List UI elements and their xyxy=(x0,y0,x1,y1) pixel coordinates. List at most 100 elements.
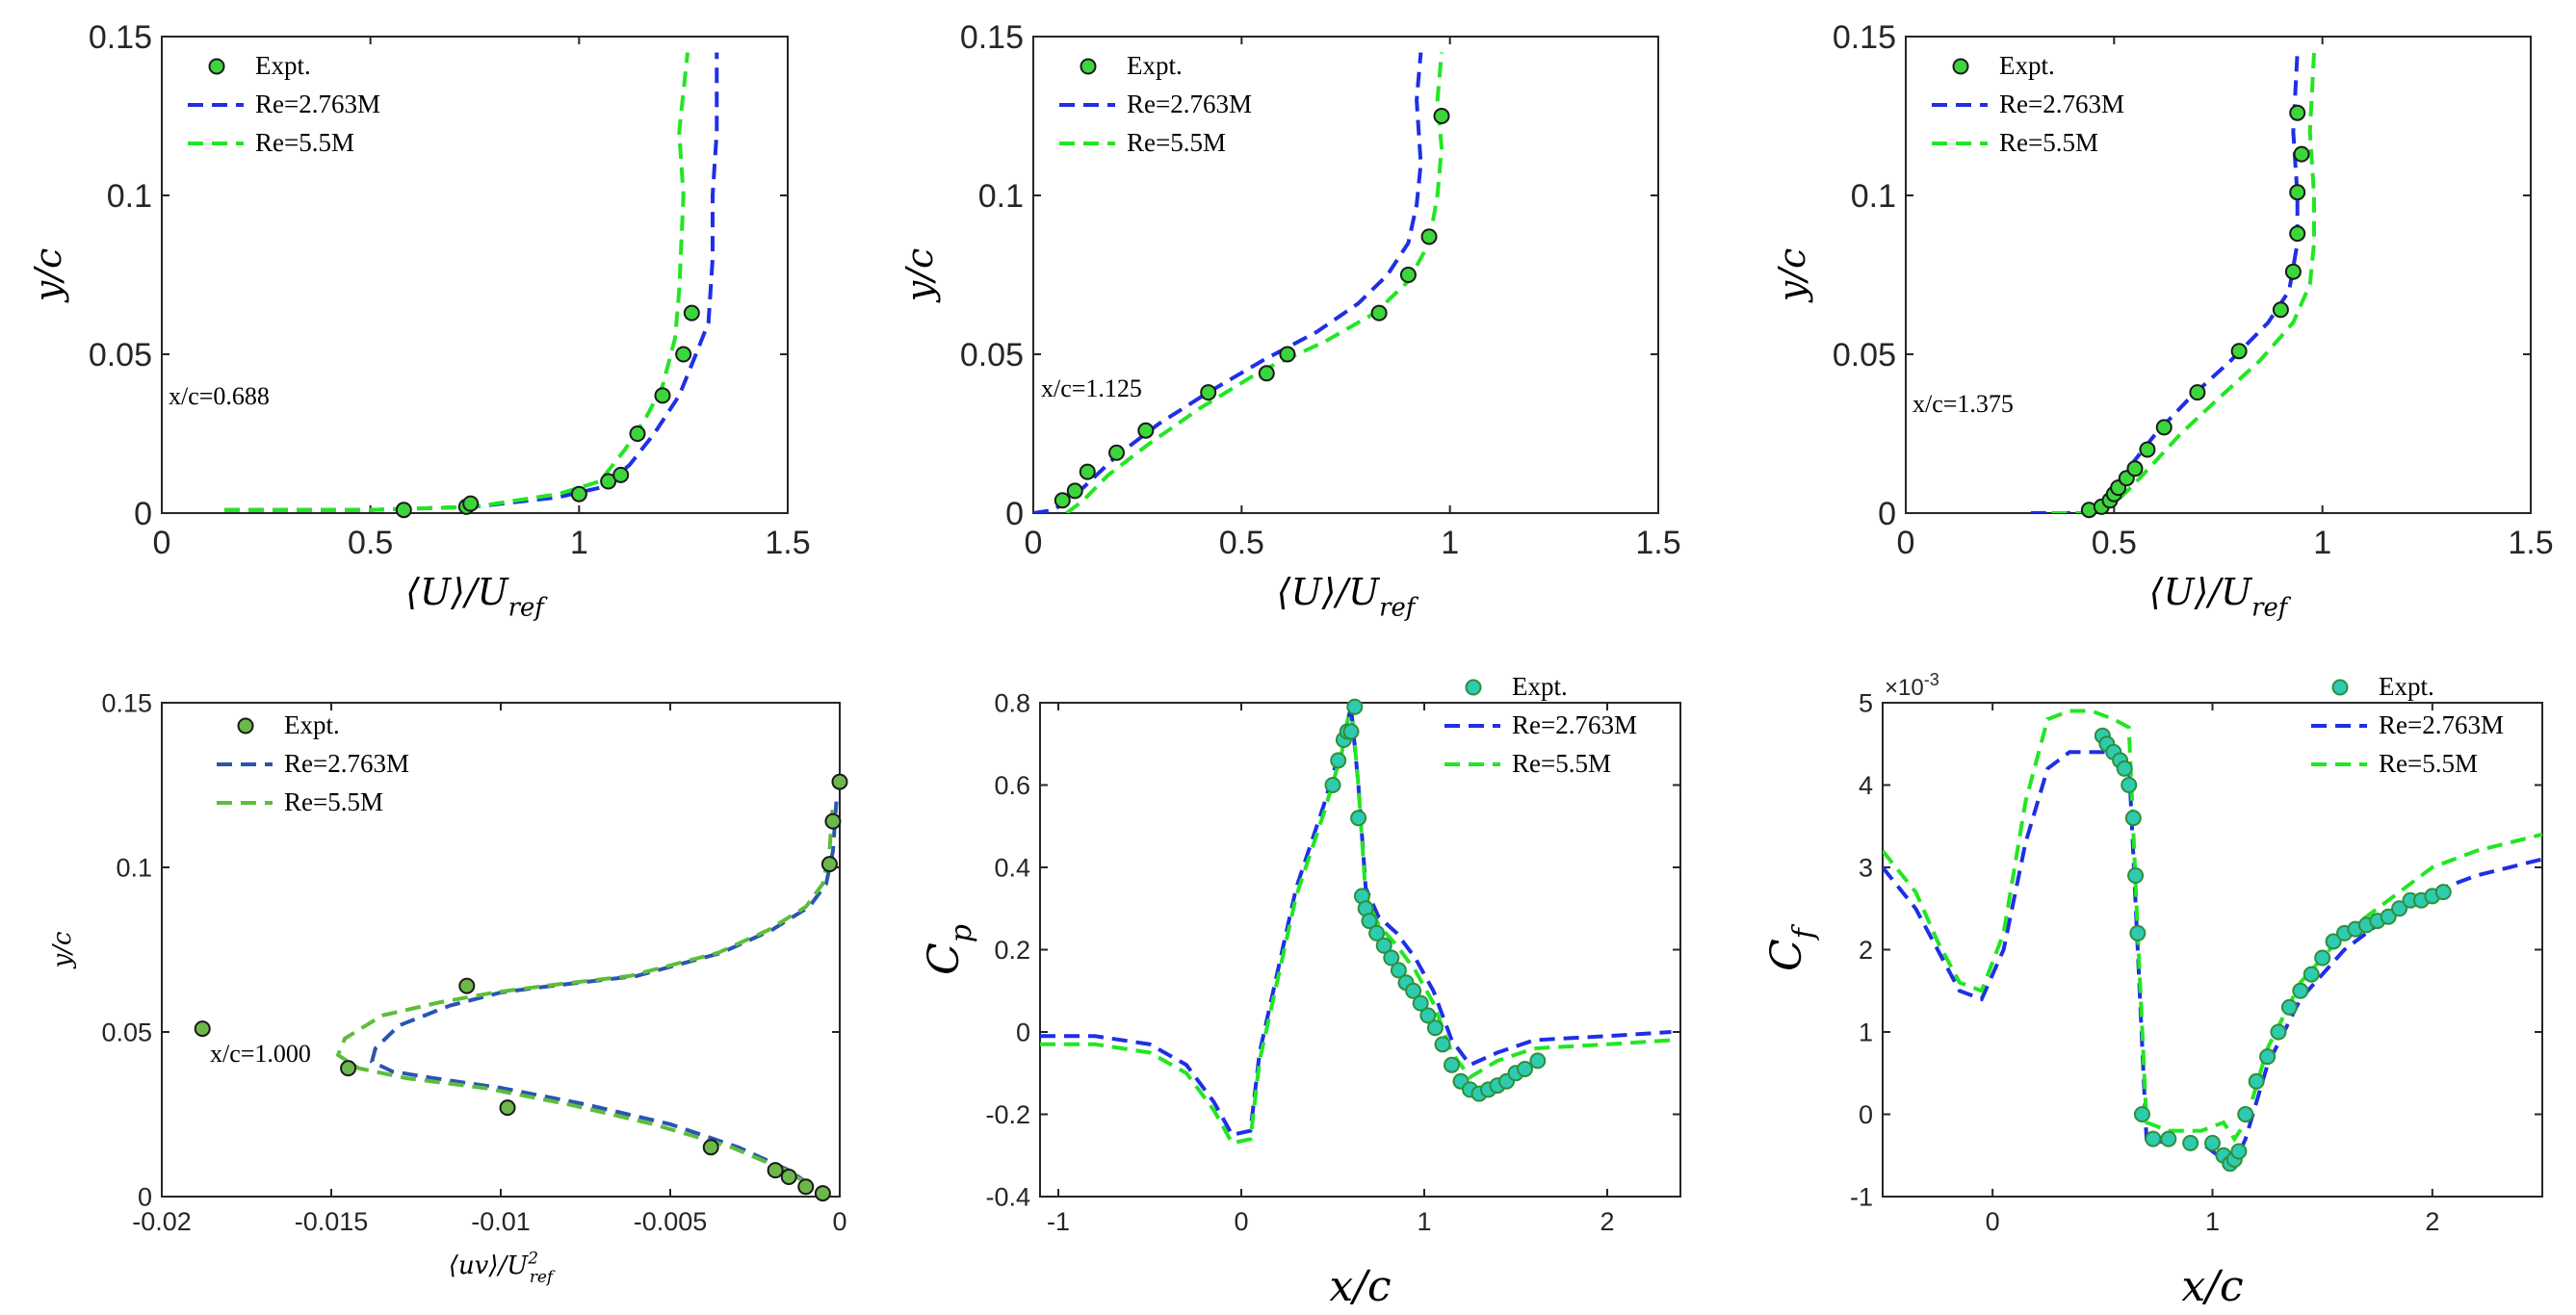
x-tick-label: -0.015 xyxy=(295,1207,369,1236)
x-tick-label: 1 xyxy=(2313,525,2331,561)
legend-expt-label: Expt. xyxy=(1127,51,1183,80)
expt-point xyxy=(1361,913,1378,930)
expt-point xyxy=(600,473,617,490)
expt-point xyxy=(1383,949,1400,967)
expt-point xyxy=(2289,184,2306,201)
expt-point xyxy=(2380,908,2397,925)
expt-point xyxy=(2129,924,2147,941)
legend-expt-marker xyxy=(1465,679,1482,696)
expt-point xyxy=(2182,1134,2199,1151)
y-tick-label: 0.05 xyxy=(960,337,1024,374)
expt-point xyxy=(2145,1130,2162,1147)
expt-point xyxy=(458,977,476,994)
expt-point xyxy=(1444,1056,1460,1073)
expt-point xyxy=(1390,962,1407,979)
expt-point xyxy=(1054,492,1071,509)
legend-expt-marker xyxy=(2331,679,2349,696)
expt-point xyxy=(2248,1072,2265,1090)
y-tick-label: 0.2 xyxy=(994,936,1030,965)
y-axis-label: y/c xyxy=(1771,248,1813,304)
legend-label-re-2763m: Re=2.763M xyxy=(1999,90,2124,118)
expt-point xyxy=(2391,900,2408,917)
series-line-re-2763m xyxy=(1033,52,1423,513)
y-tick-label: 0 xyxy=(138,1182,152,1211)
expt-point xyxy=(2293,145,2310,163)
expt-point xyxy=(1529,1052,1547,1070)
label-sub: f xyxy=(1787,923,1821,941)
x-tick-label: -0.01 xyxy=(471,1207,531,1236)
expt-point xyxy=(824,812,842,830)
expt-point xyxy=(654,387,671,404)
legend-label-re-5-5m: Re=5.5M xyxy=(1512,749,1611,778)
label-main: C xyxy=(1762,939,1811,971)
x-tick-label: 0 xyxy=(1234,1207,1248,1236)
y-tick-label: 1 xyxy=(1859,1018,1873,1046)
expt-point xyxy=(2237,1106,2254,1122)
label-sub: ref xyxy=(1379,593,1419,622)
expt-point xyxy=(2121,777,2138,793)
x-tick-label: 0 xyxy=(832,1207,846,1236)
expt-point xyxy=(814,1185,831,1202)
label-sub: p xyxy=(945,924,978,942)
expt-point xyxy=(1066,482,1083,500)
scale-label: ×10-3 xyxy=(1885,670,1939,701)
x-tick-label: 1 xyxy=(1417,1207,1431,1236)
y-tick-label: 0.05 xyxy=(1833,337,1896,374)
y-tick-label: 2 xyxy=(1859,936,1873,965)
legend-label-re-5-5m: Re=5.5M xyxy=(2379,749,2478,778)
expt-point xyxy=(2259,1048,2277,1066)
expt-point xyxy=(683,304,700,322)
legend-expt-marker xyxy=(208,58,225,75)
series-line-re-2763m xyxy=(1883,750,2542,1167)
expt-point xyxy=(1137,422,1155,439)
label-main: ⟨U⟩/U xyxy=(1277,571,1381,613)
expt-point xyxy=(2139,441,2156,458)
legend-label-re-2763m: Re=2.763M xyxy=(1127,90,1252,118)
expt-point xyxy=(702,1139,719,1156)
expt-point xyxy=(2116,760,2133,777)
y-tick-label: 5 xyxy=(1859,688,1873,717)
x-axis-label: x/c xyxy=(1329,1262,1391,1311)
y-axis-label: Cp xyxy=(920,924,978,975)
expt-point xyxy=(1517,1060,1533,1077)
legend-label-re-2763m: Re=2.763M xyxy=(284,749,409,778)
y-tick-label: 0.1 xyxy=(978,178,1024,215)
expt-point xyxy=(2155,419,2173,436)
legend-label-re-2763m: Re=2.763M xyxy=(255,90,380,118)
expt-point xyxy=(2124,810,2142,827)
expt-point xyxy=(629,425,646,442)
legend-expt-marker xyxy=(1080,58,1097,75)
label-main: ⟨uv⟩/U xyxy=(449,1251,529,1280)
series-line-re-5-5m xyxy=(1065,52,1444,513)
expt-point xyxy=(1079,463,1096,480)
expt-point xyxy=(2230,343,2248,360)
expt-point xyxy=(780,1168,797,1185)
station-annotation: x/c=1.125 xyxy=(1041,374,1142,402)
legend-expt-label: Expt. xyxy=(284,710,340,739)
expt-point xyxy=(1330,752,1347,769)
x-tick-label: 0 xyxy=(1897,525,1915,561)
label-main: ⟨U⟩/U xyxy=(2149,571,2253,613)
expt-point xyxy=(2303,966,2320,983)
x-tick-label: 2 xyxy=(2425,1207,2439,1236)
expt-point xyxy=(1350,810,1367,827)
series-line-re-5-5m xyxy=(224,52,690,512)
x-tick-label: 0 xyxy=(1025,525,1043,561)
expt-point xyxy=(2272,301,2289,319)
station-annotation: x/c=1.375 xyxy=(1912,390,2014,418)
x-axis-label: ⟨U⟩/Uref xyxy=(1277,571,1419,622)
y-tick-label: 0 xyxy=(1016,1018,1030,1046)
y-axis-label: y/c xyxy=(27,248,69,304)
expt-point xyxy=(499,1099,516,1117)
series-line-re-5-5m xyxy=(1040,703,1672,1146)
legend-label-re-5-5m: Re=5.5M xyxy=(255,128,354,157)
legend-expt-label: Expt. xyxy=(1512,672,1568,701)
y-tick-label: -0.2 xyxy=(985,1100,1030,1129)
label-sub: ref xyxy=(2251,593,2292,622)
expt-point xyxy=(1405,982,1422,999)
x-tick-label: 1.5 xyxy=(2508,525,2553,561)
legend-label-re-5-5m: Re=5.5M xyxy=(1999,128,2098,157)
series-line-re-2763m xyxy=(1040,706,1672,1138)
panel-d: -0.02 -0.015 -0.01 -0.005 0 0 0.05 0.1 0.15 Expt.… xyxy=(48,688,848,1286)
expt-point xyxy=(2189,384,2206,401)
